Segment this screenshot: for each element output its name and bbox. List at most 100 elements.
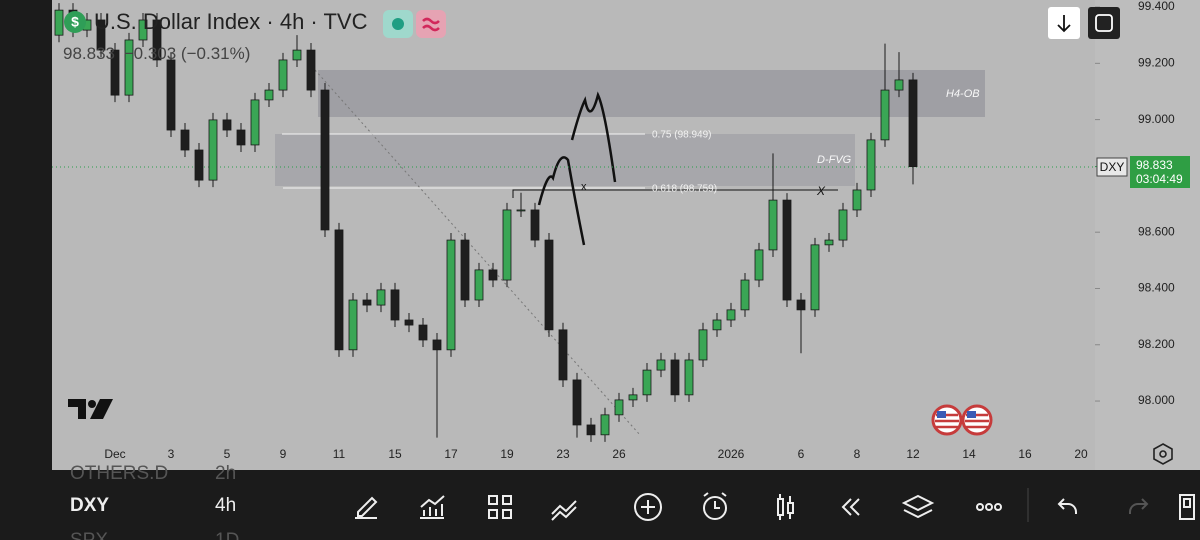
- candle-body: [152, 19, 162, 61]
- icon: [1159, 450, 1167, 458]
- candle-body: [166, 59, 176, 131]
- candle-body: [866, 139, 876, 191]
- x-tick-label: 3: [168, 447, 175, 461]
- candle-body: [852, 189, 862, 211]
- price-tag: [1130, 156, 1190, 188]
- layout[interactable]: [488, 495, 512, 519]
- header-title[interactable]: U.S. Dollar Index · 4h · TVC: [94, 9, 368, 34]
- candle-body: [376, 289, 386, 306]
- add[interactable]: [634, 493, 662, 521]
- candle-body: [572, 379, 582, 426]
- candle-body: [124, 39, 134, 96]
- candle-body: [306, 49, 316, 91]
- x-tick-label: 6: [798, 447, 805, 461]
- redo[interactable]: [1129, 498, 1149, 514]
- candle-body: [236, 129, 246, 146]
- watchlist-symbol[interactable]: OTHERS.D: [70, 463, 168, 484]
- candle-body: [796, 299, 806, 311]
- chart-type[interactable]: [777, 494, 794, 520]
- symbol-icon-glyph: $: [71, 14, 79, 30]
- header-price: 98.833 −0.303 (−0.31%): [63, 44, 250, 63]
- icon: [985, 503, 993, 511]
- candle-body: [698, 329, 708, 361]
- x-tick-label: 9: [280, 447, 287, 461]
- x-tick-label: 16: [1018, 447, 1032, 461]
- candle-body: [642, 369, 652, 396]
- candle-body: [222, 119, 232, 131]
- trend-line: [314, 69, 641, 436]
- tv-logo: [88, 400, 96, 408]
- x-tick-label: 11: [333, 447, 346, 461]
- candle-body: [432, 339, 442, 351]
- status-dot: [392, 18, 404, 30]
- candle-body: [460, 239, 470, 301]
- event-flags[interactable]: [931, 404, 993, 436]
- x-tick-label: 14: [962, 447, 976, 461]
- candle-body: [684, 359, 694, 396]
- candle-body: [908, 79, 918, 168]
- candle-body: [474, 269, 484, 301]
- candle-body: [586, 424, 596, 436]
- candle-body: [894, 79, 904, 91]
- replay[interactable]: [841, 498, 860, 516]
- y-tick-label: 98.400: [1138, 281, 1175, 295]
- candle-body: [782, 199, 792, 301]
- layers[interactable]: [901, 494, 935, 519]
- alert[interactable]: [703, 496, 727, 520]
- candle-body: [110, 49, 120, 96]
- candle-body: [880, 89, 890, 141]
- x-tick-label: 15: [388, 447, 402, 461]
- x-tick-label: 19: [500, 447, 514, 461]
- candle-body: [726, 309, 736, 321]
- settings-button[interactable]: [1153, 443, 1173, 465]
- x-tick-label: 8: [854, 447, 861, 461]
- status-chip[interactable]: [416, 10, 446, 38]
- candle-body: [656, 359, 666, 371]
- icon: [1057, 15, 1071, 33]
- icon: [641, 500, 655, 514]
- candle-body: [544, 239, 554, 331]
- candle-body: [810, 244, 820, 311]
- candle-body: [446, 239, 456, 351]
- indicators[interactable]: [420, 495, 445, 519]
- plot: 98.000 98.200 98.400 98.600 99.000 99.200 99.4…: [54, 0, 1175, 461]
- object-tree[interactable]: [1179, 494, 1195, 520]
- candle-body: [768, 199, 778, 251]
- candle-body: [54, 9, 64, 36]
- candle-body: [278, 59, 288, 91]
- more[interactable]: [976, 503, 984, 511]
- candle-body: [180, 129, 190, 151]
- watchlist-symbol[interactable]: DXY: [70, 495, 109, 516]
- symbol-icon: [64, 11, 86, 33]
- candle-body: [194, 149, 204, 181]
- x-tick-label: 20: [1074, 447, 1088, 461]
- candle-body: [362, 299, 372, 306]
- candle-body: [712, 319, 722, 331]
- drawing: [537, 156, 586, 246]
- draw-tool[interactable]: [355, 496, 378, 519]
- candle-body: [348, 299, 358, 351]
- status-icon: [422, 17, 440, 32]
- icon: [994, 503, 1002, 511]
- candle-body: [754, 249, 764, 281]
- y-tick-label: 98.600: [1138, 224, 1175, 238]
- candle-body: [208, 119, 218, 181]
- toolbar-icons: [355, 492, 1195, 521]
- price-tag-text: 98.833: [1136, 158, 1173, 172]
- watchlist-symbol[interactable]: SPX: [70, 530, 108, 540]
- tv-logo: [68, 399, 113, 419]
- fullscreen-button[interactable]: [1088, 7, 1120, 39]
- candle-body: [96, 19, 106, 51]
- symbol-tag-text: DXY: [1100, 160, 1125, 174]
- icon: [1095, 14, 1113, 32]
- candle-body: [264, 89, 274, 101]
- candle-body: [390, 289, 400, 321]
- candle-body: [502, 209, 512, 281]
- x-tick-label: 23: [556, 447, 570, 461]
- undo[interactable]: [1057, 498, 1077, 514]
- candle-body: [418, 324, 428, 341]
- compare[interactable]: [551, 500, 577, 521]
- candle-body: [558, 329, 568, 381]
- candle-body: [670, 359, 680, 396]
